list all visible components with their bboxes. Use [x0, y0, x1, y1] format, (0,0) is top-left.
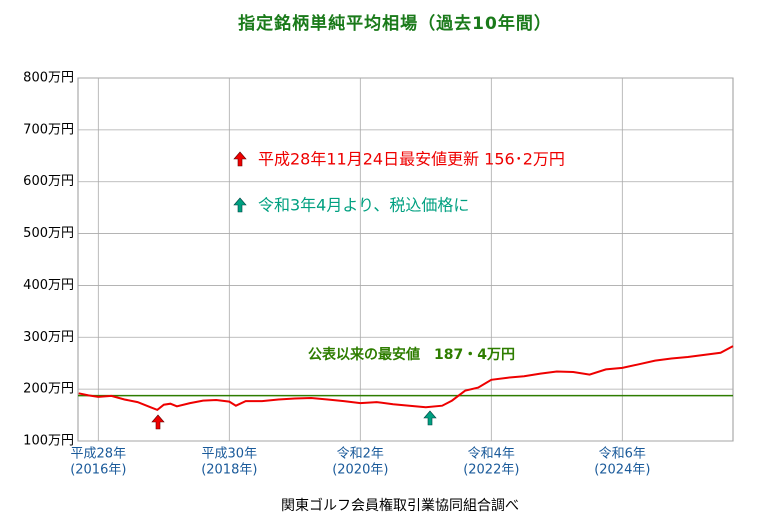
- y-tick-label: 600万円: [23, 174, 74, 189]
- y-tick-label: 700万円: [23, 122, 74, 137]
- reference-label: 公表以来の最安値 187・4万円: [308, 346, 515, 363]
- x-tick-label: (2022年): [463, 463, 519, 478]
- annotation: 令和3年4月より、税込価格に: [258, 196, 469, 215]
- x-tick-label: 平成28年: [71, 447, 127, 462]
- plot-area: [77, 77, 734, 442]
- source: 関東ゴルフ会員権取引業協同組合調べ: [281, 497, 519, 514]
- y-tick-label: 800万円: [23, 71, 74, 86]
- y-tick-label: 100万円: [23, 434, 74, 449]
- x-tick-label: 令和2年: [337, 447, 384, 462]
- x-tick-label: (2020年): [332, 463, 388, 478]
- y-tick-label: 500万円: [23, 226, 74, 241]
- arrow-icon: [233, 197, 247, 213]
- y-tick-label: 200万円: [23, 382, 74, 397]
- x-tick-label: 平成30年: [202, 447, 258, 462]
- arrow-icon: [423, 410, 437, 426]
- x-tick-label: (2024年): [594, 463, 650, 478]
- arrow-icon: [233, 151, 247, 167]
- plot-border: [77, 77, 734, 442]
- y-tick-label: 300万円: [23, 330, 74, 345]
- x-tick-label: 令和6年: [599, 447, 646, 462]
- chart-title: 指定銘柄単純平均相場（過去10年間）: [238, 13, 552, 34]
- y-tick-label: 400万円: [23, 278, 74, 293]
- arrow-icon: [151, 414, 165, 430]
- data-line: [78, 345, 734, 412]
- x-tick-label: (2018年): [201, 463, 257, 478]
- annotation: 平成28年11月24日最安値更新 156･2万円: [258, 150, 565, 169]
- x-tick-label: (2016年): [70, 463, 126, 478]
- x-tick-label: 令和4年: [468, 447, 515, 462]
